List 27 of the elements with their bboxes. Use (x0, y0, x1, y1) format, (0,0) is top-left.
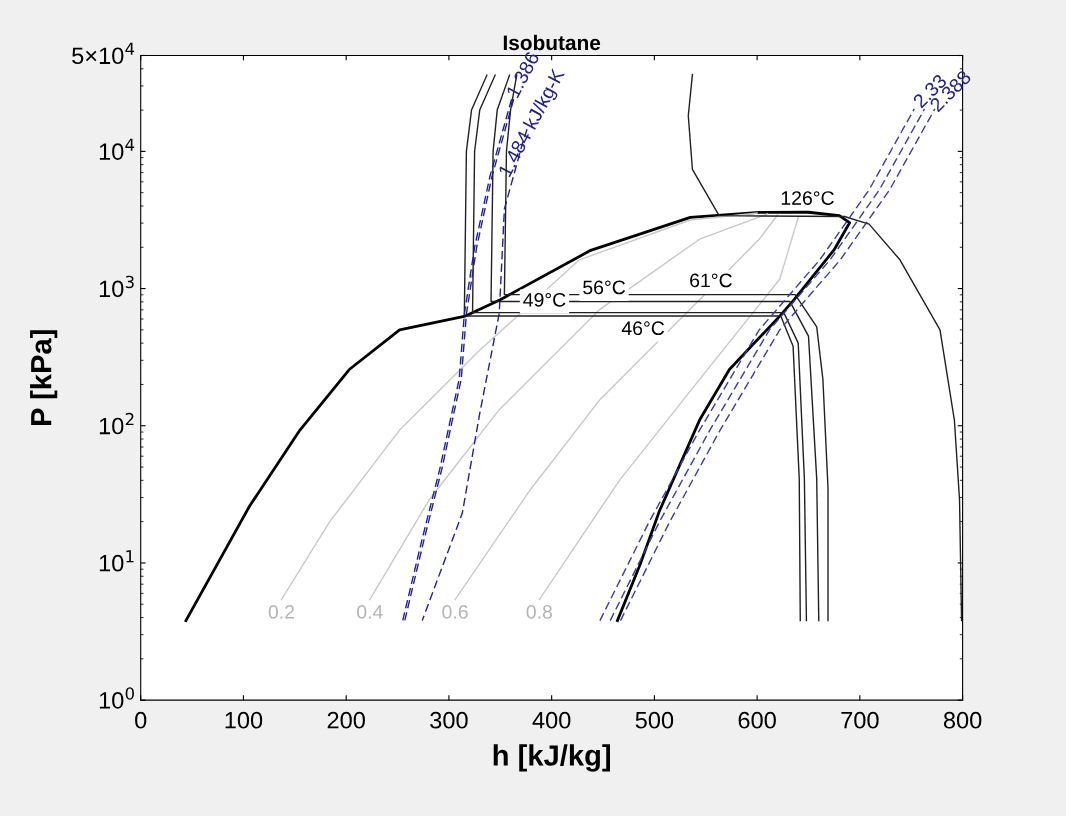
y-tick-label: 10$^{2}$ (99, 412, 134, 435)
annotation: 0.2 (268, 604, 294, 619)
annotation: 126°C (781, 191, 834, 205)
x-tick-label: 800 (943, 711, 982, 729)
x-tick-label: 600 (738, 711, 776, 729)
x-tick-label: 200 (327, 711, 365, 729)
annotation: 56°C (583, 280, 626, 295)
x-tick-label: 400 (532, 711, 571, 729)
y-tick-label: 10$^{3}$ (99, 275, 134, 298)
chart-title: Isobutane (503, 34, 601, 51)
x-tick-label: 100 (225, 711, 263, 729)
annotation: 0.8 (526, 604, 552, 619)
annotation: 0.6 (442, 604, 468, 619)
x-tick-label: 300 (430, 711, 468, 729)
annotation: 49°C (523, 292, 566, 307)
annotation: 0.4 (357, 604, 383, 619)
x-axis-title: h [kJ/kg] (493, 744, 610, 772)
y-axis-title: P [kPa] (30, 330, 58, 426)
y-tick-label: 5×10$^{4}$ (72, 42, 135, 65)
y-tick-label: 10$^{0}$ (99, 687, 134, 709)
annotation: 46°C (621, 321, 665, 336)
x-tick-label: 500 (635, 711, 674, 729)
x-tick-label: 700 (841, 711, 879, 729)
x-tick-label: 0 (135, 711, 147, 729)
y-tick-label: 10$^{1}$ (99, 550, 134, 572)
annotation: 61°C (690, 273, 732, 288)
y-tick-label: 10$^{4}$ (99, 138, 135, 160)
